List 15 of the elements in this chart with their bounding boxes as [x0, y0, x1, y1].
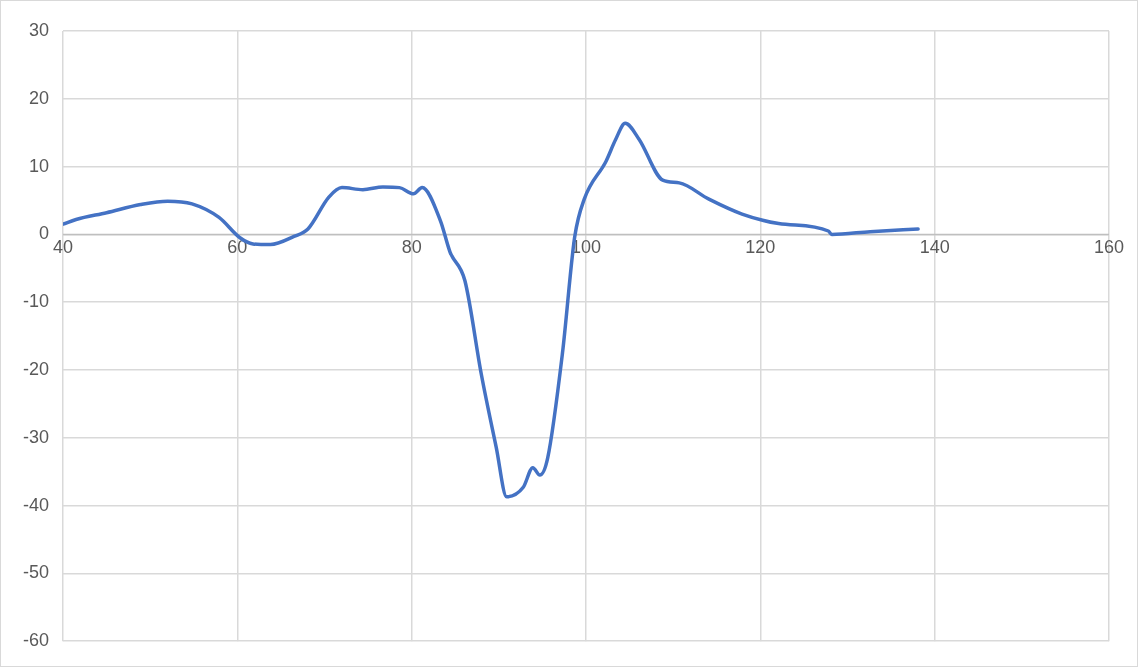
- x-tick-label: 140: [919, 237, 950, 258]
- x-tick-label: 120: [745, 237, 776, 258]
- y-tick-label: -20: [23, 358, 50, 379]
- x-tick-label: 160: [1093, 237, 1125, 258]
- y-tick-label: -30: [23, 426, 50, 447]
- y-tick-label: -40: [23, 494, 50, 515]
- y-tick-label: -50: [23, 562, 50, 583]
- y-tick-label: 10: [28, 155, 50, 176]
- y-tick-label: 20: [28, 87, 50, 108]
- y-tick-label: -10: [23, 291, 50, 312]
- x-tick-label: 40: [53, 237, 74, 258]
- y-tick-label: 30: [28, 19, 50, 40]
- y-tick-label: -60: [23, 630, 50, 651]
- x-tick-label: 80: [401, 237, 422, 258]
- y-tick-label: 0: [39, 223, 50, 244]
